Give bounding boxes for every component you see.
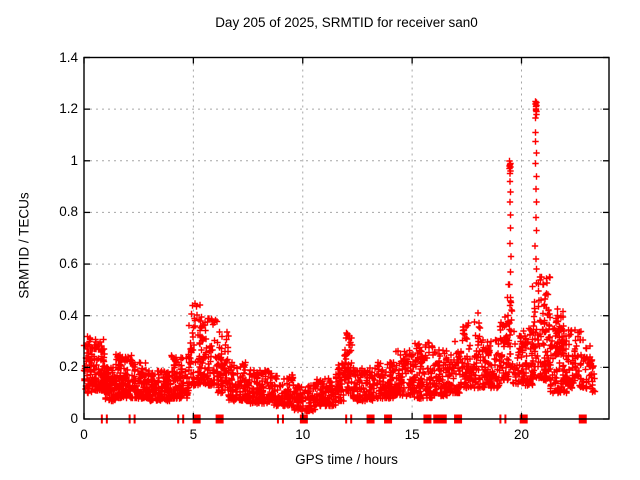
y-tick-label: 0.8 [59, 204, 78, 220]
x-axis-label: GPS time / hours [295, 452, 398, 467]
y-tick-label: 1.2 [59, 101, 78, 117]
x-tick-label: 15 [404, 427, 420, 442]
y-tick-label: 0 [70, 411, 78, 426]
y-tick-label: 1 [70, 152, 78, 168]
y-axis-label: SRMTID / TECUs [16, 192, 32, 299]
y-tick-label: 0.2 [59, 359, 78, 375]
x-tick-label: 10 [295, 427, 311, 442]
chart-title: Day 205 of 2025, SRMTID for receiver san… [215, 15, 478, 30]
y-tick-label: 1.4 [59, 49, 78, 65]
x-tick-label: 20 [513, 427, 530, 442]
scatter-points [80, 98, 599, 415]
plot-border [83, 56, 610, 420]
x-tick-label: 0 [80, 427, 88, 442]
tick-marks [83, 56, 609, 420]
y-tick-label: 0.6 [59, 256, 78, 272]
x-tick-label: 5 [189, 427, 198, 442]
y-tick-label: 0.4 [59, 307, 78, 323]
